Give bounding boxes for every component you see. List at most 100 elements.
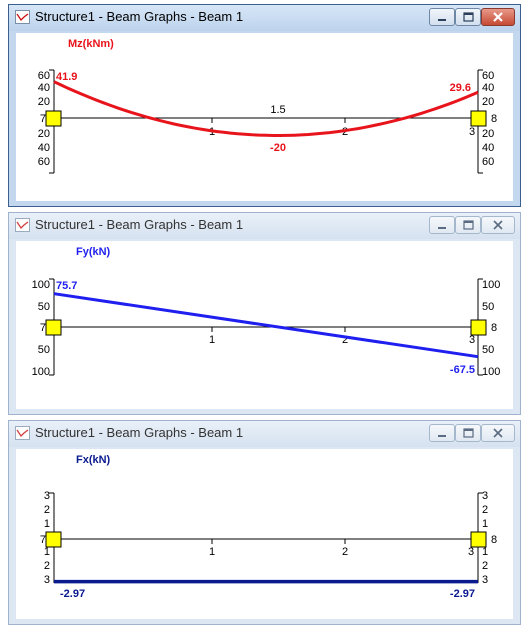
x-tick: 2 xyxy=(342,334,348,346)
right-tick: 100 xyxy=(482,366,500,378)
close-button[interactable] xyxy=(481,424,515,442)
minimize-icon xyxy=(438,19,446,21)
x-tick: 3 xyxy=(469,334,475,346)
window-title: Structure1 - Beam Graphs - Beam 1 xyxy=(35,9,244,24)
right-tick: 8 xyxy=(491,322,497,334)
right-tick: 1 xyxy=(482,546,488,558)
minimize-button[interactable] xyxy=(429,424,455,442)
mz-diagram: Mz(kNm) 60 40 20 7 20 40 60 60 40 20 8 2… xyxy=(38,38,497,174)
title-bar[interactable]: Structure1 - Beam Graphs - Beam 1 xyxy=(9,5,520,31)
end-value-label: 29.6 xyxy=(450,82,471,94)
right-tick: 50 xyxy=(482,344,494,356)
end-value-label: -2.97 xyxy=(450,588,475,600)
minimize-button[interactable] xyxy=(429,216,455,234)
maximize-button[interactable] xyxy=(455,424,481,442)
left-support-node[interactable] xyxy=(45,319,62,336)
fx-diagram: Fx(kN) 3 2 1 7 1 2 3 3 2 1 8 1 2 3 xyxy=(40,454,497,600)
right-tick: 20 xyxy=(482,96,494,108)
right-tick: 8 xyxy=(491,113,497,125)
beam-graph-window-fy[interactable]: Structure1 - Beam Graphs - Beam 1 Fy(kN)… xyxy=(8,212,521,415)
graph-area-mz: Mz(kNm) 60 40 20 7 20 40 60 60 40 20 8 2… xyxy=(16,33,513,201)
minimize-button[interactable] xyxy=(429,8,455,26)
maximize-icon xyxy=(463,12,474,22)
right-support-node[interactable] xyxy=(470,531,487,548)
midspan-label: 1.5 xyxy=(270,104,285,116)
close-icon xyxy=(493,220,503,230)
close-icon xyxy=(493,12,503,22)
right-tick: 40 xyxy=(482,82,494,94)
maximize-button[interactable] xyxy=(455,8,481,26)
right-support-node[interactable] xyxy=(470,319,487,336)
left-tick: 7 xyxy=(40,534,46,546)
minimize-icon xyxy=(438,435,446,437)
right-tick: 100 xyxy=(482,279,500,291)
graph-label: Fx(kN) xyxy=(76,454,111,466)
left-tick: 7 xyxy=(40,322,46,334)
title-bar[interactable]: Structure1 - Beam Graphs - Beam 1 xyxy=(9,421,520,447)
right-tick: 20 xyxy=(482,128,494,140)
graph-area-fy: Fy(kN) 100 50 7 50 100 100 50 8 50 100 xyxy=(16,241,513,409)
left-support-node[interactable] xyxy=(45,110,62,127)
maximize-button[interactable] xyxy=(455,216,481,234)
window-title: Structure1 - Beam Graphs - Beam 1 xyxy=(35,425,244,440)
beam-graph-window-mz[interactable]: Structure1 - Beam Graphs - Beam 1 Mz(kNm… xyxy=(8,4,521,207)
x-tick: 2 xyxy=(342,546,348,558)
x-tick: 1 xyxy=(209,334,215,346)
right-tick: 3 xyxy=(482,490,488,502)
left-tick: 3 xyxy=(44,490,50,502)
left-tick: 60 xyxy=(38,70,50,82)
right-tick: 2 xyxy=(482,560,488,572)
left-tick: 40 xyxy=(38,82,50,94)
maximize-icon xyxy=(463,428,474,438)
minimize-icon xyxy=(438,227,446,229)
right-tick: 3 xyxy=(482,574,488,586)
fy-diagram: Fy(kN) 100 50 7 50 100 100 50 8 50 100 xyxy=(32,246,501,378)
x-tick: 3 xyxy=(468,546,474,558)
left-tick: 100 xyxy=(32,366,50,378)
left-tick: 50 xyxy=(38,301,50,313)
left-tick: 3 xyxy=(44,574,50,586)
left-tick: 1 xyxy=(44,518,50,530)
graph-area-fx: Fx(kN) 3 2 1 7 1 2 3 3 2 1 8 1 2 3 xyxy=(16,449,513,619)
graph-app-icon xyxy=(15,218,30,232)
left-tick: 2 xyxy=(44,504,50,516)
left-tick: 7 xyxy=(40,113,46,125)
title-bar[interactable]: Structure1 - Beam Graphs - Beam 1 xyxy=(9,213,520,239)
left-tick: 2 xyxy=(44,560,50,572)
x-tick: 3 xyxy=(469,126,475,138)
close-icon xyxy=(493,428,503,438)
right-support-node[interactable] xyxy=(470,110,487,127)
left-tick: 1 xyxy=(44,546,50,558)
moment-curve xyxy=(53,80,479,137)
right-tick: 2 xyxy=(482,504,488,516)
extreme-value-label: -20 xyxy=(270,142,286,154)
window-title: Structure1 - Beam Graphs - Beam 1 xyxy=(35,217,244,232)
left-tick: 20 xyxy=(38,128,50,140)
start-value-label: 75.7 xyxy=(56,280,77,292)
x-tick: 1 xyxy=(209,546,215,558)
maximize-icon xyxy=(463,220,474,230)
end-value-label: -67.5 xyxy=(450,364,475,376)
left-tick: 40 xyxy=(38,142,50,154)
close-button[interactable] xyxy=(481,216,515,234)
right-tick: 8 xyxy=(491,534,497,546)
start-value-label: 41.9 xyxy=(56,71,77,83)
beam-graph-window-fx[interactable]: Structure1 - Beam Graphs - Beam 1 Fx(kN)… xyxy=(8,420,521,625)
graph-label: Fy(kN) xyxy=(76,246,111,258)
left-tick: 20 xyxy=(38,96,50,108)
close-button[interactable] xyxy=(481,8,515,26)
right-tick: 60 xyxy=(482,156,494,168)
shear-line xyxy=(53,292,479,359)
right-tick: 60 xyxy=(482,70,494,82)
left-tick: 100 xyxy=(32,279,50,291)
right-tick: 1 xyxy=(482,518,488,530)
graph-label: Mz(kNm) xyxy=(68,38,114,50)
right-tick: 40 xyxy=(482,142,494,154)
graph-app-icon xyxy=(15,10,30,24)
left-tick: 60 xyxy=(38,156,50,168)
graph-app-icon xyxy=(15,426,30,440)
left-tick: 50 xyxy=(38,344,50,356)
start-value-label: -2.97 xyxy=(60,588,85,600)
right-tick: 50 xyxy=(482,301,494,313)
left-support-node[interactable] xyxy=(45,531,62,548)
